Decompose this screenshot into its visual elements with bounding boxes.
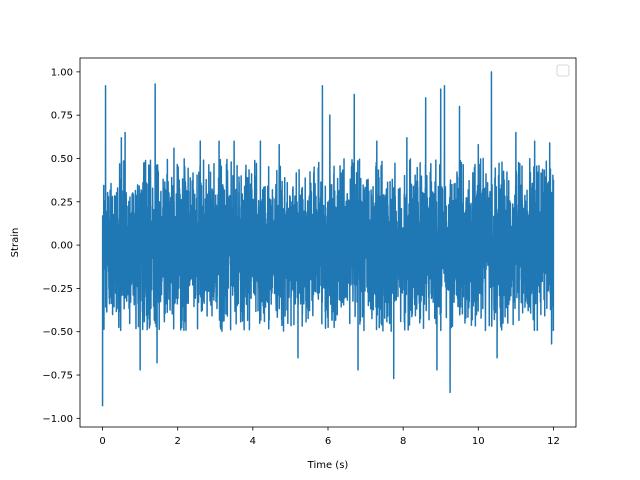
y-tick-label: 0.00 bbox=[51, 241, 73, 252]
x-tick-label: 0 bbox=[99, 436, 105, 447]
x-tick-label: 6 bbox=[325, 436, 331, 447]
x-tick-label: 12 bbox=[547, 436, 560, 447]
y-axis-ticks: −1.00 −0.75 −0.50 −0.25 0.00 0.25 0.50 0.75 1.00 bbox=[42, 67, 80, 425]
y-tick-label: 0.50 bbox=[51, 154, 73, 165]
y-tick-label: −1.00 bbox=[42, 414, 73, 425]
legend-box bbox=[556, 64, 570, 77]
y-tick-label: 0.25 bbox=[51, 197, 73, 208]
y-tick-label: −0.75 bbox=[42, 371, 73, 382]
y-tick-label: −0.25 bbox=[42, 284, 73, 295]
series-group bbox=[101, 71, 555, 407]
y-tick-label: 1.00 bbox=[51, 67, 73, 78]
x-tick-label: 8 bbox=[400, 436, 406, 447]
x-axis-label: Time (s) bbox=[307, 460, 349, 471]
x-tick-label: 10 bbox=[472, 436, 485, 447]
x-tick-label: 4 bbox=[250, 436, 256, 447]
x-axis-ticks: 0 2 4 6 8 10 12 bbox=[99, 427, 560, 447]
y-tick-label: 0.75 bbox=[51, 111, 73, 122]
y-axis-label: Strain bbox=[10, 228, 21, 258]
strain-series-line bbox=[101, 71, 555, 407]
y-tick-label: −0.50 bbox=[42, 327, 73, 338]
x-tick-label: 2 bbox=[175, 436, 181, 447]
